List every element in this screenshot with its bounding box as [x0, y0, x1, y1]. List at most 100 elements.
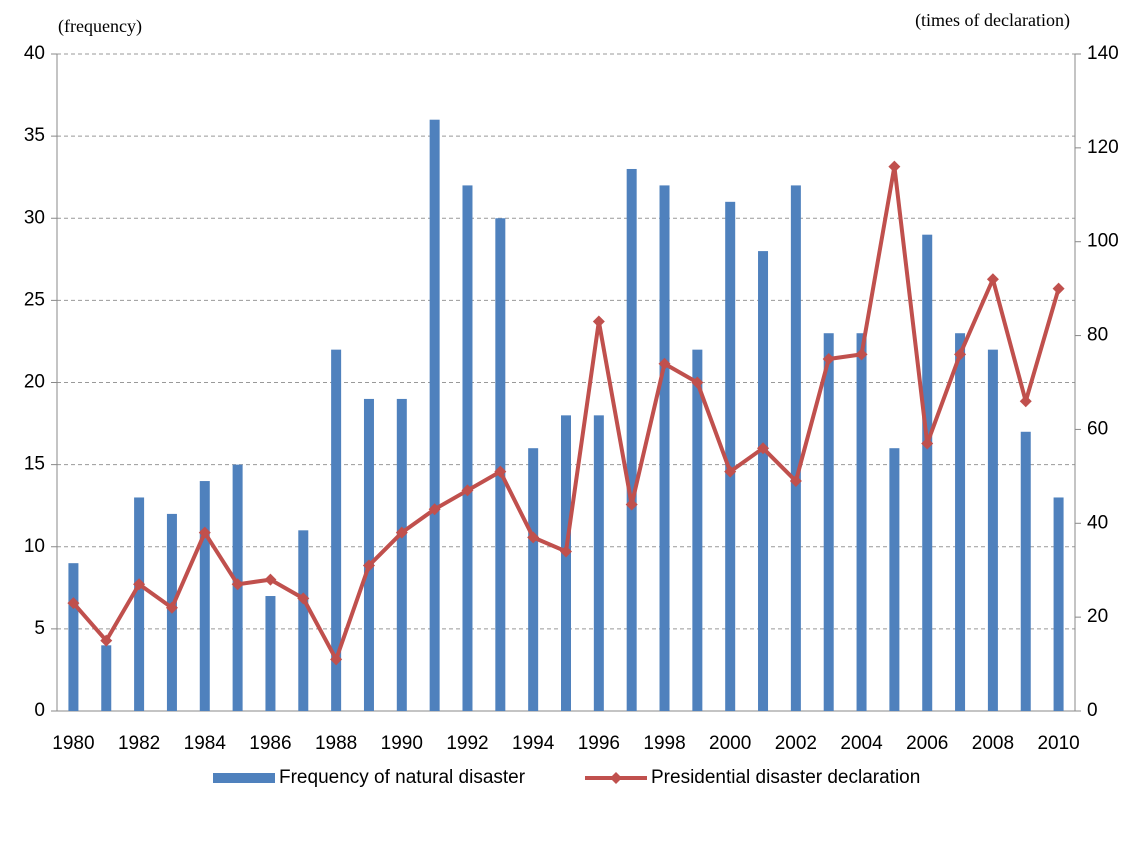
x-tick-label: 2010 [1037, 733, 1079, 754]
line-marker [888, 160, 901, 173]
bar [758, 251, 769, 711]
bar [199, 481, 210, 711]
y2-tick-label: 80 [1087, 325, 1108, 346]
y-tick-label: 0 [34, 700, 45, 721]
y2-tick-label: 140 [1087, 43, 1119, 64]
bar [101, 645, 112, 711]
bar [922, 234, 933, 712]
line-marker [789, 475, 802, 488]
line-marker [461, 484, 474, 497]
bar [68, 563, 79, 711]
line-marker [757, 442, 770, 455]
line-marker [822, 353, 835, 366]
bar [495, 218, 506, 711]
line-marker [198, 526, 211, 539]
x-tick-label: 1990 [381, 733, 423, 754]
y2-tick-label: 20 [1087, 606, 1108, 627]
line-marker [133, 578, 146, 591]
line-marker [330, 653, 343, 666]
bar [429, 119, 440, 711]
bar [561, 415, 571, 711]
legend-marker [610, 772, 622, 784]
bar [265, 596, 276, 711]
line-marker [231, 578, 244, 591]
x-tick-label: 1994 [512, 733, 555, 754]
y-tick-label: 40 [24, 43, 45, 64]
line-marker [691, 376, 704, 389]
line-marker [100, 634, 113, 647]
bar [955, 333, 966, 711]
bar [331, 349, 342, 711]
y-tick-label: 35 [24, 125, 45, 146]
bar [462, 185, 473, 711]
line-marker [165, 601, 178, 614]
line-marker [724, 465, 737, 478]
legend-swatch [213, 773, 275, 783]
y-tick-label: 30 [24, 207, 45, 228]
y2-tick-label: 40 [1087, 512, 1108, 533]
bar [1020, 431, 1031, 711]
x-tick-label: 1980 [52, 733, 94, 754]
x-tick-label: 1984 [184, 733, 227, 754]
line-marker [658, 357, 671, 370]
y2-axis-label: (times of declaration) [915, 10, 1070, 31]
y-tick-label: 20 [24, 372, 45, 393]
bar [363, 398, 374, 711]
legend-label: Frequency of natural disaster [279, 767, 526, 788]
x-tick-label: 2008 [972, 733, 1014, 754]
x-tick-label: 1982 [118, 733, 160, 754]
y2-tick-label: 100 [1087, 231, 1119, 252]
bar [659, 185, 670, 711]
y-tick-label: 5 [34, 618, 45, 639]
line-marker [1052, 282, 1065, 295]
bar [396, 398, 407, 711]
bar [298, 530, 309, 711]
y-tick-label: 25 [24, 289, 45, 310]
x-tick-label: 2002 [775, 733, 817, 754]
y-tick-label: 15 [24, 454, 45, 475]
line-marker [921, 437, 934, 450]
line-marker [1019, 395, 1032, 408]
line-marker [395, 526, 408, 539]
line-marker [954, 348, 967, 361]
line-marker [560, 545, 572, 558]
line-marker [855, 348, 868, 361]
bar [725, 201, 736, 711]
y2-tick-label: 60 [1087, 418, 1108, 439]
bar [593, 415, 604, 711]
bar [528, 448, 539, 711]
legend-label: Presidential disaster declaration [651, 767, 920, 788]
x-tick-label: 2000 [709, 733, 751, 754]
line-marker [297, 592, 310, 605]
line-marker [264, 573, 277, 586]
bar [790, 185, 801, 711]
line-marker [428, 503, 441, 516]
line-marker [362, 559, 375, 572]
x-tick-label: 2006 [906, 733, 948, 754]
line-marker [986, 273, 999, 286]
line-marker [494, 465, 507, 478]
y2-tick-label: 120 [1087, 137, 1119, 158]
bar [134, 497, 145, 711]
line-marker [67, 597, 80, 610]
x-tick-label: 1992 [446, 733, 488, 754]
x-tick-label: 1986 [249, 733, 291, 754]
bar [987, 349, 998, 711]
y-tick-label: 10 [24, 536, 45, 557]
line-marker [625, 498, 638, 511]
x-tick-label: 2004 [840, 733, 883, 754]
y-axis-label: (frequency) [58, 16, 142, 37]
line-marker [592, 315, 605, 328]
bar [626, 168, 637, 712]
bar [692, 349, 703, 711]
bar [1053, 497, 1064, 711]
x-tick-label: 1988 [315, 733, 357, 754]
x-tick-label: 1998 [643, 733, 685, 754]
bar [823, 333, 834, 711]
bar [856, 333, 867, 711]
line-marker [527, 531, 540, 544]
x-tick-label: 1996 [578, 733, 620, 754]
y2-tick-label: 0 [1087, 700, 1098, 721]
bar [889, 448, 900, 711]
